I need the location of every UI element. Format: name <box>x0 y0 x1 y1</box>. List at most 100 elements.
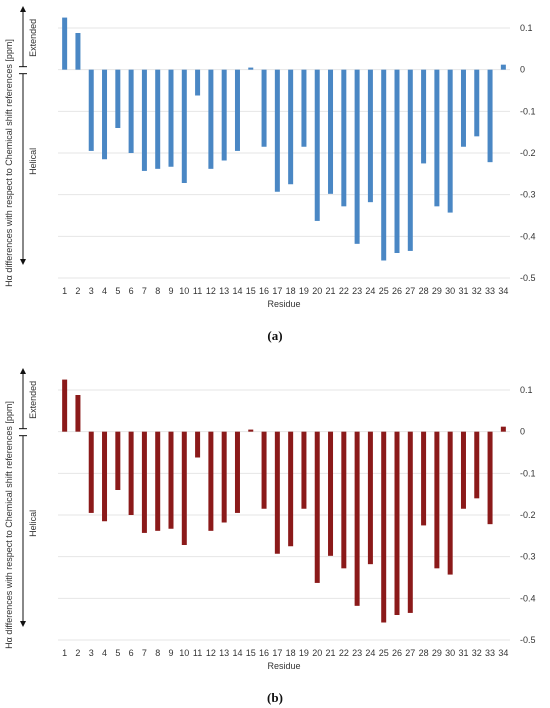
bar <box>261 431 267 509</box>
bar <box>141 69 147 171</box>
bar <box>500 426 506 432</box>
bar <box>314 69 320 221</box>
caption-b: (b) <box>0 690 550 706</box>
x-tick-label: 19 <box>299 648 309 658</box>
x-tick-label: 17 <box>272 286 282 296</box>
x-tick-label: 9 <box>168 648 173 658</box>
x-axis-label: Residue <box>267 299 300 309</box>
bar <box>62 17 68 70</box>
x-tick-label: 32 <box>472 648 482 658</box>
y-tick-label: -0.5 <box>520 635 536 645</box>
bar <box>421 69 427 164</box>
bar <box>328 69 334 194</box>
x-tick-label: 8 <box>155 286 160 296</box>
x-tick-label: 19 <box>299 286 309 296</box>
bar <box>341 431 347 569</box>
y-tick-label: 0 <box>520 65 525 75</box>
x-tick-label: 21 <box>326 648 336 658</box>
x-tick-label: 22 <box>339 286 349 296</box>
x-tick-label: 2 <box>75 286 80 296</box>
chart-panel-a: 0.1 0 -0.1 -0.2 -0.3 -0.4 -0.5 1 2 3 4 5 6 7 8 9 10 11 12 1… <box>0 0 550 330</box>
x-tick-label: 26 <box>392 648 402 658</box>
x-tick-label: 1 <box>62 648 67 658</box>
bar <box>341 69 347 207</box>
y-axis-label: Hα differences with respect to Chemical … <box>4 39 14 287</box>
x-tick-label: 11 <box>193 286 202 296</box>
x-tick-label: 16 <box>259 286 269 296</box>
x-tick-label: 12 <box>206 648 216 658</box>
x-tick-label: 33 <box>485 648 495 658</box>
x-tick-label: 27 <box>405 648 415 658</box>
bar <box>261 69 267 147</box>
x-tick-label: 23 <box>352 286 362 296</box>
x-tick-label: 23 <box>352 648 362 658</box>
bar <box>181 431 187 545</box>
caption-b-text: (b) <box>267 690 283 705</box>
bar <box>234 431 240 513</box>
y-tick-label: -0.1 <box>520 106 536 116</box>
bar <box>128 69 134 153</box>
x-tick-label: 30 <box>445 648 455 658</box>
x-tick-label: 32 <box>472 286 482 296</box>
helical-arrowhead <box>20 621 26 627</box>
bar <box>155 431 161 531</box>
bar <box>447 431 453 575</box>
x-tick-label: 30 <box>445 286 455 296</box>
bar <box>195 69 201 96</box>
bar <box>447 69 453 213</box>
bar <box>354 69 360 244</box>
bar <box>394 69 400 254</box>
bar-chart-a: 0.10-0.1-0.2-0.3-0.4-0.51 2 3 4 5 6 7 8 9 10 11 12 1… <box>4 6 536 309</box>
x-tick-label: 26 <box>392 286 402 296</box>
x-axis-label: Residue <box>267 661 300 671</box>
bar <box>394 431 400 615</box>
bar <box>381 69 387 261</box>
x-tick-label: 12 <box>206 286 216 296</box>
bar <box>354 431 360 606</box>
x-tick-label: 15 <box>246 648 256 658</box>
x-tick-label: 25 <box>379 286 389 296</box>
bar <box>367 69 373 203</box>
bar <box>274 69 280 192</box>
x-tick-label: 8 <box>155 648 160 658</box>
bar <box>367 431 373 565</box>
bar <box>460 69 466 147</box>
bar <box>434 69 440 207</box>
x-tick-label: 17 <box>272 648 282 658</box>
bar <box>75 395 81 432</box>
x-tick-label: 28 <box>419 648 429 658</box>
y-axis-label: Hα differences with respect to Chemical … <box>4 401 14 649</box>
x-tick-label: 28 <box>419 286 429 296</box>
bar <box>75 33 81 70</box>
bar <box>407 69 413 251</box>
x-tick-label: 20 <box>312 286 322 296</box>
region-label-extended: Extended <box>28 19 38 57</box>
extended-arrowhead <box>20 368 26 374</box>
x-tick-label: 15 <box>246 286 256 296</box>
bar <box>381 431 387 623</box>
x-tick-label: 31 <box>458 648 468 658</box>
bar <box>314 431 320 583</box>
bar <box>248 67 254 70</box>
x-tick-label: 31 <box>458 286 468 296</box>
y-tick-label: -0.4 <box>520 593 536 603</box>
y-tick-label: -0.2 <box>520 148 536 158</box>
caption-a-text: (a) <box>267 328 283 343</box>
bar <box>407 431 413 613</box>
x-tick-label: 10 <box>179 286 189 296</box>
bar <box>128 431 134 515</box>
x-tick-label: 1 <box>62 286 67 296</box>
bar <box>328 431 334 556</box>
bar <box>500 64 506 70</box>
x-tick-label: 29 <box>432 648 442 658</box>
x-tick-label: 14 <box>232 286 242 296</box>
x-tick-label: 18 <box>286 286 296 296</box>
x-tick-label: 13 <box>219 648 229 658</box>
bar <box>221 69 227 161</box>
x-tick-label: 3 <box>89 648 94 658</box>
bar <box>141 431 147 533</box>
bar <box>221 431 227 523</box>
x-tick-label: 5 <box>115 286 120 296</box>
x-tick-label: 27 <box>405 286 415 296</box>
bar <box>474 69 480 137</box>
